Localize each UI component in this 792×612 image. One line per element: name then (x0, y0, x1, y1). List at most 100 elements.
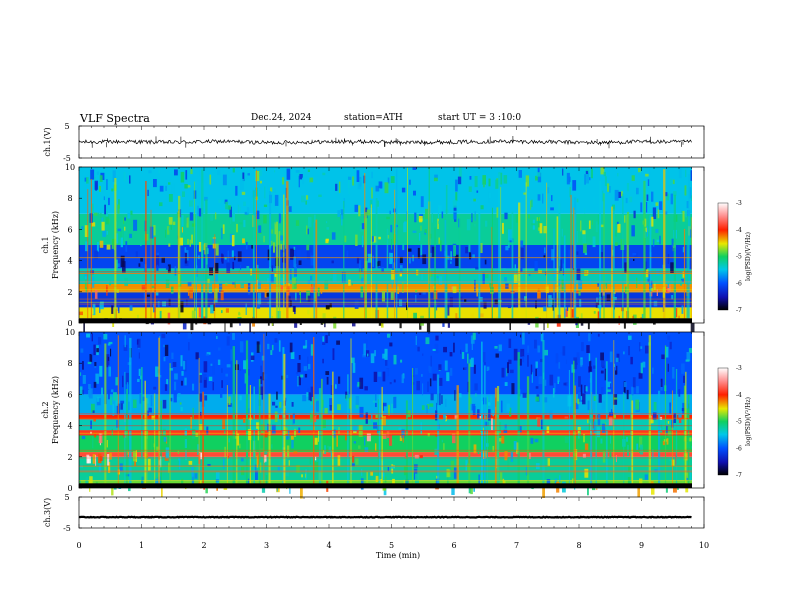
ch1-spectrogram-texture (583, 243, 587, 254)
ch1-spectrogram-texture (665, 192, 668, 197)
ch1-spectrogram-texture (580, 313, 583, 323)
ch2-spectrogram-texture (589, 360, 592, 372)
ch2-spectrogram-colorbar-tick: -5 (736, 419, 742, 426)
ch2-spectrogram-texture (399, 435, 403, 441)
ch2-spectrogram-sferic (496, 401, 500, 484)
ch1-spectrogram-texture (280, 235, 284, 241)
ch2-spectrogram-sferic (258, 379, 261, 484)
ch1-spectrogram-texture (455, 179, 458, 192)
ch2-spectrogram-texture (314, 462, 318, 472)
ch2-spectrogram-texture (230, 349, 233, 361)
ch2-spectrogram-texture (627, 477, 632, 487)
ch2-spectrogram-texture (611, 409, 613, 416)
ch1-spectrogram-texture (409, 257, 411, 264)
ch1-spectrogram-texture (116, 289, 119, 293)
ch1-spectrogram-texture (554, 268, 558, 277)
ch1-spectrogram-texture (226, 262, 231, 274)
ch1-spectrogram-texture (94, 250, 98, 260)
ch2-spectrogram-texture (511, 383, 515, 395)
ch1-spectrogram-texture (519, 267, 523, 273)
ch2-spectrogram-texture (685, 408, 690, 419)
ch2-spectrogram-sferic (377, 399, 379, 484)
ch1-spectrogram-texture (412, 230, 417, 233)
ch1-spectrogram-texture (548, 295, 552, 307)
ch2-spectrogram-texture (355, 396, 360, 405)
ch1-spectrogram-texture (480, 313, 484, 318)
ch1-spectrogram-texture (94, 180, 98, 190)
ch1-spectrogram-texture (640, 202, 643, 213)
ch1-spectrogram-texture (83, 320, 85, 333)
ch1-spectrogram-texture (450, 261, 452, 264)
ch2-spectrogram-texture (400, 359, 403, 363)
ch2-spectrogram-texture (628, 466, 632, 472)
ch2-spectrogram-texture (610, 383, 612, 389)
ch2-spectrogram-texture (218, 347, 221, 351)
ch2-spectrogram-texture (302, 345, 307, 349)
ch1-spectrogram-texture (612, 249, 614, 256)
ch2-spectrogram-texture (310, 393, 312, 402)
ch1-spectrogram-texture (272, 188, 276, 193)
ch2-spectrogram-texture (94, 362, 97, 367)
ch1-spectrogram-texture (94, 289, 98, 299)
ch2-spectrogram-texture (310, 344, 314, 356)
ch1-spectrogram-texture (545, 285, 549, 294)
ch1-spectrogram-texture (292, 277, 296, 290)
ch1-spectrogram-texture (96, 241, 99, 252)
ch2-spectrogram-texture (593, 365, 597, 369)
ch1-spectrogram-texture (99, 240, 104, 248)
ch1-spectrogram-sferic (500, 187, 502, 319)
ch1-spectrogram-texture (199, 167, 202, 177)
ch2-spectrogram-texture (99, 365, 103, 377)
ch2-spectrogram-texture (163, 437, 167, 442)
ch1-spectrogram-texture (187, 282, 192, 287)
ch2-spectrogram-texture (326, 376, 329, 385)
ch2-spectrogram-texture (507, 362, 509, 374)
ch1-spectrogram-texture (372, 255, 374, 267)
x-tick-label: 9 (639, 541, 644, 550)
ch2-spectrogram-texture (351, 463, 355, 467)
ch2-spectrogram-texture (552, 388, 555, 398)
x-tick-label: 8 (576, 541, 581, 550)
ch2-spectrogram-texture (110, 396, 113, 405)
ch1-spectrogram-sferic (491, 207, 493, 319)
ch2-spectrogram-texture (499, 472, 503, 482)
ch1-spectrogram-texture (241, 191, 246, 195)
ch1-spectrogram-texture (184, 184, 188, 189)
ch2-spectrogram-texture (82, 361, 84, 370)
ch2-spectrogram-texture (198, 452, 203, 460)
ch2-spectrogram-sferic (623, 392, 625, 484)
ch2-spectrogram-texture (263, 374, 268, 380)
ch1-spectrogram-texture (409, 179, 411, 185)
ch1-spectrogram-texture (90, 270, 94, 275)
ch2-spectrogram-texture (93, 381, 97, 388)
ch1-spectrogram-texture (214, 262, 219, 274)
ch1-spectrogram-texture (117, 228, 122, 232)
ch1-spectrogram-texture (232, 261, 235, 270)
ch1-spectrogram-texture (236, 223, 238, 233)
ch2-spectrogram-sferic (350, 338, 352, 484)
ch2-spectrogram-texture (653, 412, 657, 420)
ch1-spectrogram-texture (390, 224, 393, 233)
ch1-spectrogram-texture (482, 272, 485, 284)
ch1-spectrogram-texture (436, 304, 438, 311)
date-label: Dec.24, 2024 (251, 113, 312, 123)
ch1-spectrogram-texture (390, 176, 395, 183)
ch1-spectrogram-texture (147, 189, 149, 196)
ch2-spectrogram-texture (353, 430, 357, 434)
ch1-spectrogram-texture (535, 300, 537, 309)
ch2-spectrogram-texture (90, 420, 92, 429)
ch2-spectrogram-texture (576, 352, 580, 363)
ch2-spectrogram-texture (260, 365, 262, 378)
ch2-spectrogram-texture (438, 364, 442, 371)
ch2-spectrogram-sferic (160, 400, 162, 484)
ch1-spectrogram-texture (308, 217, 312, 228)
ch2-spectrogram-sferic (542, 340, 545, 484)
ch2-spectrogram-texture (165, 447, 170, 459)
ch2-spectrogram-texture (250, 355, 255, 360)
ch2-spectrogram-texture (155, 366, 159, 377)
ch1-spectrogram-texture (219, 283, 223, 293)
ch2-spectrogram-texture (600, 438, 603, 444)
ch1-spectrogram-sferic (195, 179, 197, 319)
ch1-spectrogram-texture (476, 190, 479, 193)
